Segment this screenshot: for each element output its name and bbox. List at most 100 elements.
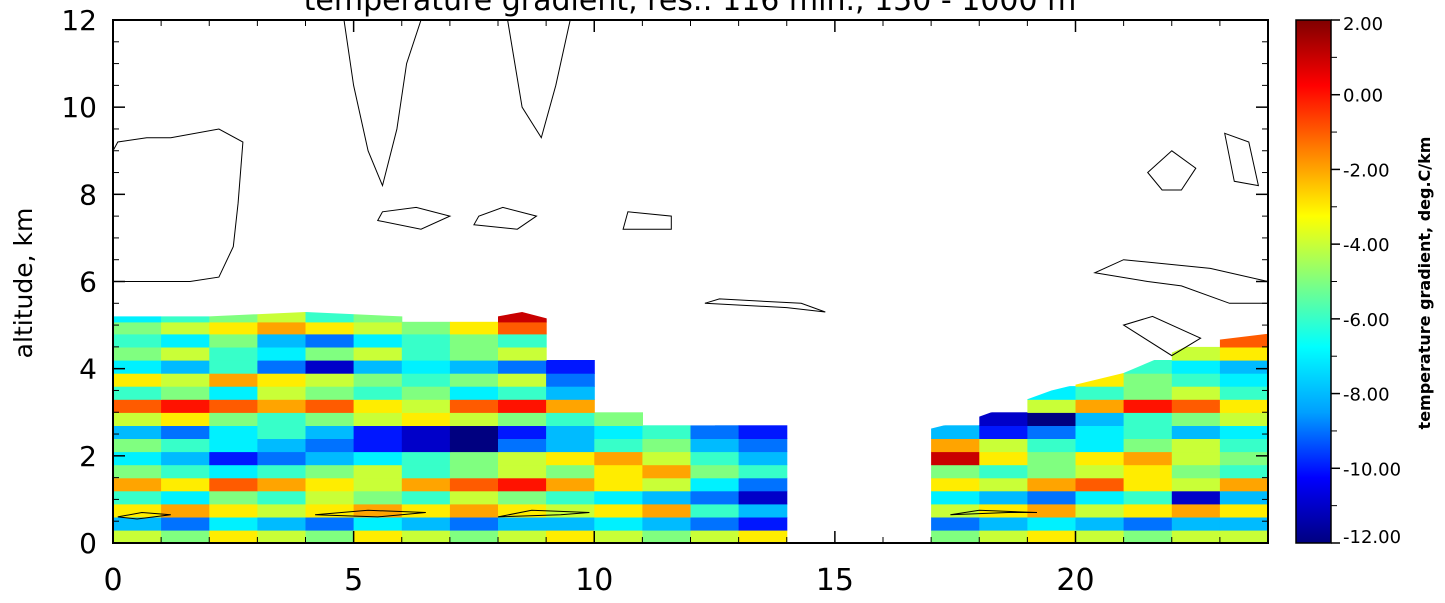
heatmap-cell	[1075, 425, 1125, 439]
heatmap-cell	[161, 386, 210, 400]
heatmap-cell	[305, 399, 355, 413]
heatmap-cell	[1171, 477, 1221, 492]
y-tick-label: 0	[79, 527, 97, 560]
heatmap-cell	[1219, 360, 1268, 374]
heatmap-cell	[305, 477, 355, 492]
heatmap-cell	[353, 399, 403, 413]
heatmap-cell	[449, 425, 499, 439]
heatmap-cell	[209, 346, 258, 361]
heatmap-cell	[1027, 399, 1077, 413]
heatmap-cell	[931, 464, 980, 479]
heatmap-cell	[498, 321, 547, 335]
heatmap-cell	[1123, 438, 1173, 453]
heatmap-cell	[1171, 516, 1221, 531]
heatmap-cell	[401, 399, 451, 413]
heatmap-cell	[498, 438, 547, 453]
contour-outline	[376, 206, 452, 230]
heatmap-cell	[690, 438, 740, 453]
heatmap-cell	[1027, 516, 1077, 531]
colorbar-tick-label: -6.00	[1343, 310, 1390, 331]
heatmap-cell	[690, 503, 740, 518]
heatmap-cell	[1075, 503, 1125, 518]
heatmap-cell	[594, 503, 643, 518]
heatmap-cell	[449, 490, 499, 505]
heatmap-cell	[305, 464, 355, 479]
heatmap-cell	[1027, 477, 1077, 492]
heatmap-cell	[498, 516, 547, 531]
x-tick-label: 20	[1056, 563, 1094, 598]
heatmap-cell	[1027, 503, 1077, 518]
heatmap-cell	[353, 412, 403, 426]
heatmap-cell	[594, 477, 643, 492]
heatmap-cell	[1027, 425, 1077, 439]
heatmap-cell	[546, 451, 595, 466]
heatmap-cell	[401, 425, 451, 439]
heatmap-cell	[401, 477, 451, 492]
heatmap-cell	[642, 464, 692, 479]
heatmap-cell	[1123, 399, 1173, 413]
heatmap-cell	[498, 386, 547, 400]
heatmap-cell	[353, 451, 403, 466]
heatmap-cell	[161, 321, 210, 335]
heatmap-cell	[305, 516, 355, 531]
colorbar	[1295, 19, 1332, 544]
heatmap-cell	[449, 373, 499, 387]
heatmap-cell	[161, 503, 210, 518]
heatmap-cell	[738, 477, 788, 492]
heatmap-cell	[401, 516, 451, 531]
no-data-mask	[113, 20, 1268, 430]
heatmap-cell	[690, 516, 740, 531]
heatmap-cell	[401, 360, 451, 374]
contour-outline	[117, 511, 171, 520]
heatmap-cell	[931, 529, 980, 543]
heatmap-cell	[1075, 386, 1125, 400]
heatmap-cell	[931, 438, 980, 453]
heatmap-cell	[161, 412, 210, 426]
heatmap-cell	[353, 464, 403, 479]
heatmap-cell	[209, 516, 258, 531]
heatmap-cell	[449, 386, 499, 400]
heatmap-cell	[594, 464, 643, 479]
heatmap-cell	[161, 346, 210, 361]
heatmap-cell	[546, 503, 595, 518]
heatmap-cell	[209, 464, 258, 479]
heatmap-cell	[449, 516, 499, 531]
heatmap-cell	[449, 321, 499, 335]
heatmap-cell	[401, 464, 451, 479]
y-tick-label: 8	[79, 178, 97, 211]
heatmap-cell	[257, 360, 307, 374]
heatmap-cell	[113, 412, 162, 426]
heatmap-cell	[113, 516, 162, 531]
heatmap-cell	[449, 529, 499, 543]
heatmap-cell	[401, 451, 451, 466]
heatmap-cell	[1123, 373, 1173, 387]
contour-outline	[343, 20, 422, 188]
heatmap-cell	[257, 464, 307, 479]
heatmap-cell	[1171, 386, 1221, 400]
heatmap-cell	[305, 321, 355, 335]
y-tick-label: 10	[61, 91, 97, 124]
heatmap-cell	[353, 360, 403, 374]
heatmap-cell	[1123, 490, 1173, 505]
heatmap-cell	[257, 399, 307, 413]
heatmap-cell	[546, 373, 595, 387]
heatmap-cell	[1219, 477, 1268, 492]
x-tick-label: 10	[575, 563, 613, 598]
heatmap-cell	[1171, 464, 1221, 479]
heatmap-cell	[546, 516, 595, 531]
heatmap-cell	[642, 490, 692, 505]
heatmap-cell	[353, 516, 403, 531]
heatmap-cell	[1123, 529, 1173, 543]
heatmap-cell	[546, 360, 595, 374]
heatmap-cell	[1171, 412, 1221, 426]
colorbar-tick-label: -8.00	[1343, 385, 1390, 406]
heatmap-cell	[979, 425, 1028, 439]
heatmap-cell	[305, 451, 355, 466]
heatmap-cell	[1219, 451, 1268, 466]
heatmap-cell	[113, 399, 162, 413]
heatmap-cell	[1171, 425, 1221, 439]
heatmap-cell	[546, 386, 595, 400]
heatmap-cell	[1219, 516, 1268, 531]
heatmap-cell	[353, 477, 403, 492]
